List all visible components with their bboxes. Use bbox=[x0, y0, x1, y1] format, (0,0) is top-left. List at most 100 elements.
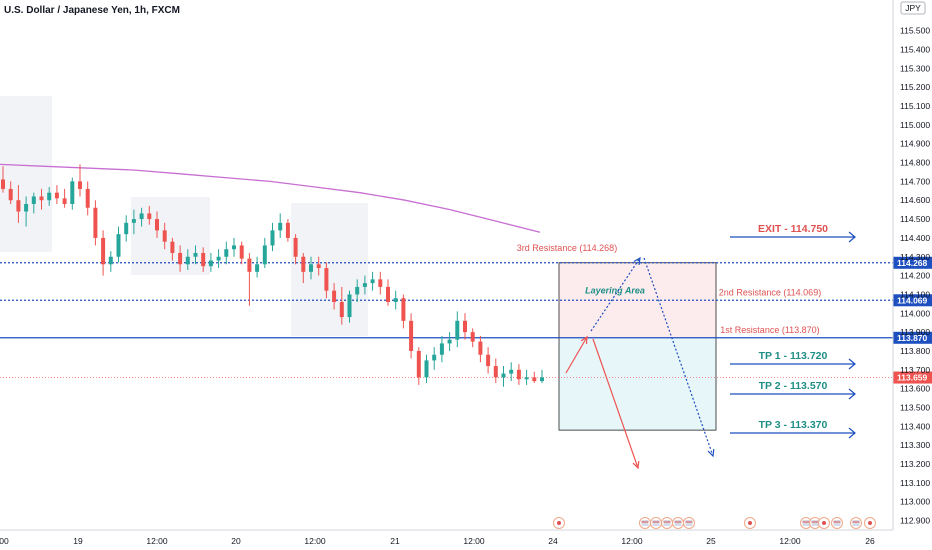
candle-body bbox=[201, 252, 206, 267]
candle-body bbox=[208, 260, 213, 267]
x-tick-label: 00 bbox=[0, 536, 9, 546]
candle-body bbox=[162, 230, 167, 242]
candle-body bbox=[193, 252, 198, 257]
candle-body bbox=[378, 279, 383, 287]
candle-body bbox=[416, 350, 421, 378]
candle-body bbox=[255, 264, 260, 272]
target-arrow-head bbox=[848, 388, 856, 400]
y-tick-label: 113.400 bbox=[900, 421, 930, 431]
candle-body bbox=[247, 258, 252, 272]
target-label: TP 1 - 113.720 bbox=[759, 350, 828, 362]
candle-body bbox=[139, 213, 144, 220]
x-tick-label: 20 bbox=[231, 536, 241, 546]
y-tick-label: 115.300 bbox=[900, 63, 930, 73]
event-markers bbox=[553, 517, 876, 529]
candle-body bbox=[447, 339, 452, 344]
target-arrow-head bbox=[848, 358, 856, 370]
y-tick-label: 114.600 bbox=[900, 195, 930, 205]
candle-body bbox=[393, 298, 398, 302]
target-arrow-head bbox=[848, 427, 856, 439]
level-label: 1st Resistance (113.870) bbox=[720, 325, 819, 335]
candle-body bbox=[285, 222, 290, 238]
candle-body bbox=[309, 264, 313, 272]
candle-body bbox=[1, 179, 5, 189]
x-tick-label: 25 bbox=[706, 536, 716, 546]
candle-body bbox=[278, 222, 283, 231]
x-tick-label: 21 bbox=[390, 536, 400, 546]
y-tick-label: 114.700 bbox=[900, 176, 930, 186]
y-tick-label: 115.500 bbox=[900, 26, 930, 36]
candle-body bbox=[16, 200, 21, 212]
candle-body bbox=[355, 286, 360, 295]
candle-body bbox=[493, 366, 498, 378]
y-tick-label: 113.600 bbox=[900, 384, 930, 394]
candle-body bbox=[185, 256, 190, 265]
candle-body bbox=[470, 332, 475, 342]
candle-body bbox=[347, 294, 352, 318]
level-tag-text: 113.659 bbox=[897, 373, 928, 383]
candle-body bbox=[8, 188, 13, 201]
up-arrow-head bbox=[580, 335, 588, 345]
level-lines: 114.268 3rd Resistance (114.268) 114.069 2n… bbox=[0, 243, 932, 384]
candle-body bbox=[439, 343, 444, 355]
chart-title: U.S. Dollar / Japanese Yen, 1h, FXCM bbox=[4, 5, 180, 16]
candle-body bbox=[108, 256, 113, 265]
candle-body bbox=[232, 245, 236, 250]
candle-body bbox=[501, 373, 506, 378]
candle-body bbox=[85, 188, 90, 208]
candle-body bbox=[62, 198, 67, 204]
candle-body bbox=[540, 377, 544, 382]
candle-body bbox=[509, 369, 514, 374]
candle-body bbox=[463, 320, 467, 333]
y-tick-label: 113.000 bbox=[900, 497, 930, 507]
level-label: 3rd Resistance (114.268) bbox=[517, 243, 617, 253]
x-tick-label: 12:00 bbox=[146, 536, 168, 546]
y-tick-label: 114.900 bbox=[900, 139, 930, 149]
x-tick-label: 24 bbox=[548, 536, 558, 546]
x-tick-label: 12:00 bbox=[463, 536, 485, 546]
candle-body bbox=[270, 230, 275, 246]
candle-body bbox=[386, 286, 390, 302]
candle-body bbox=[170, 241, 175, 253]
candle-body bbox=[93, 207, 98, 238]
candle-body bbox=[486, 354, 491, 367]
y-tick-label: 113.200 bbox=[900, 459, 930, 469]
y-tick-label: 114.200 bbox=[900, 271, 930, 281]
candle-body bbox=[116, 234, 121, 257]
flag-icon bbox=[685, 520, 693, 526]
candle-body bbox=[39, 196, 44, 201]
y-tick-label: 114.300 bbox=[900, 252, 930, 262]
event-dot bbox=[557, 521, 561, 525]
candle-body bbox=[370, 279, 375, 284]
candle-body bbox=[478, 341, 483, 355]
y-tick-label: 112.900 bbox=[900, 516, 930, 526]
y-tick-label: 113.800 bbox=[900, 346, 930, 356]
candle-body bbox=[124, 222, 129, 235]
candle-body bbox=[524, 377, 529, 380]
level-tag bbox=[893, 256, 932, 269]
x-tick-label: 19 bbox=[73, 536, 83, 546]
flag-icon bbox=[663, 520, 671, 526]
targets: EXIT - 114.750 TP 1 - 113.720 TP 2 - 113.5… bbox=[730, 223, 856, 439]
y-tick-label: 113.700 bbox=[900, 365, 930, 375]
x-tick-label: 12:00 bbox=[621, 536, 643, 546]
y-tick-label: 114.000 bbox=[900, 308, 930, 318]
candle-body bbox=[24, 203, 29, 212]
candle-body bbox=[362, 283, 367, 287]
price-axis: JPY 115.500 115.400 115.300 115.200 115.100 11… bbox=[892, 0, 930, 530]
y-tick-label: 115.200 bbox=[900, 82, 930, 92]
level-tag bbox=[893, 331, 932, 344]
flag-icon bbox=[641, 520, 649, 526]
ma-line bbox=[0, 163, 541, 233]
down-arrow-blue-head bbox=[707, 448, 715, 458]
y-tick-label: 114.400 bbox=[900, 233, 930, 243]
y-tick-label: 113.300 bbox=[900, 440, 930, 450]
y-tick-label: 114.500 bbox=[900, 214, 930, 224]
candle-body bbox=[147, 213, 152, 220]
candle-body bbox=[432, 354, 437, 361]
target-label: TP 2 - 113.570 bbox=[759, 380, 828, 392]
y-tick-label: 115.400 bbox=[900, 44, 930, 54]
y-tick-label: 114.800 bbox=[900, 158, 930, 168]
y-tick-label: 113.100 bbox=[900, 478, 930, 488]
